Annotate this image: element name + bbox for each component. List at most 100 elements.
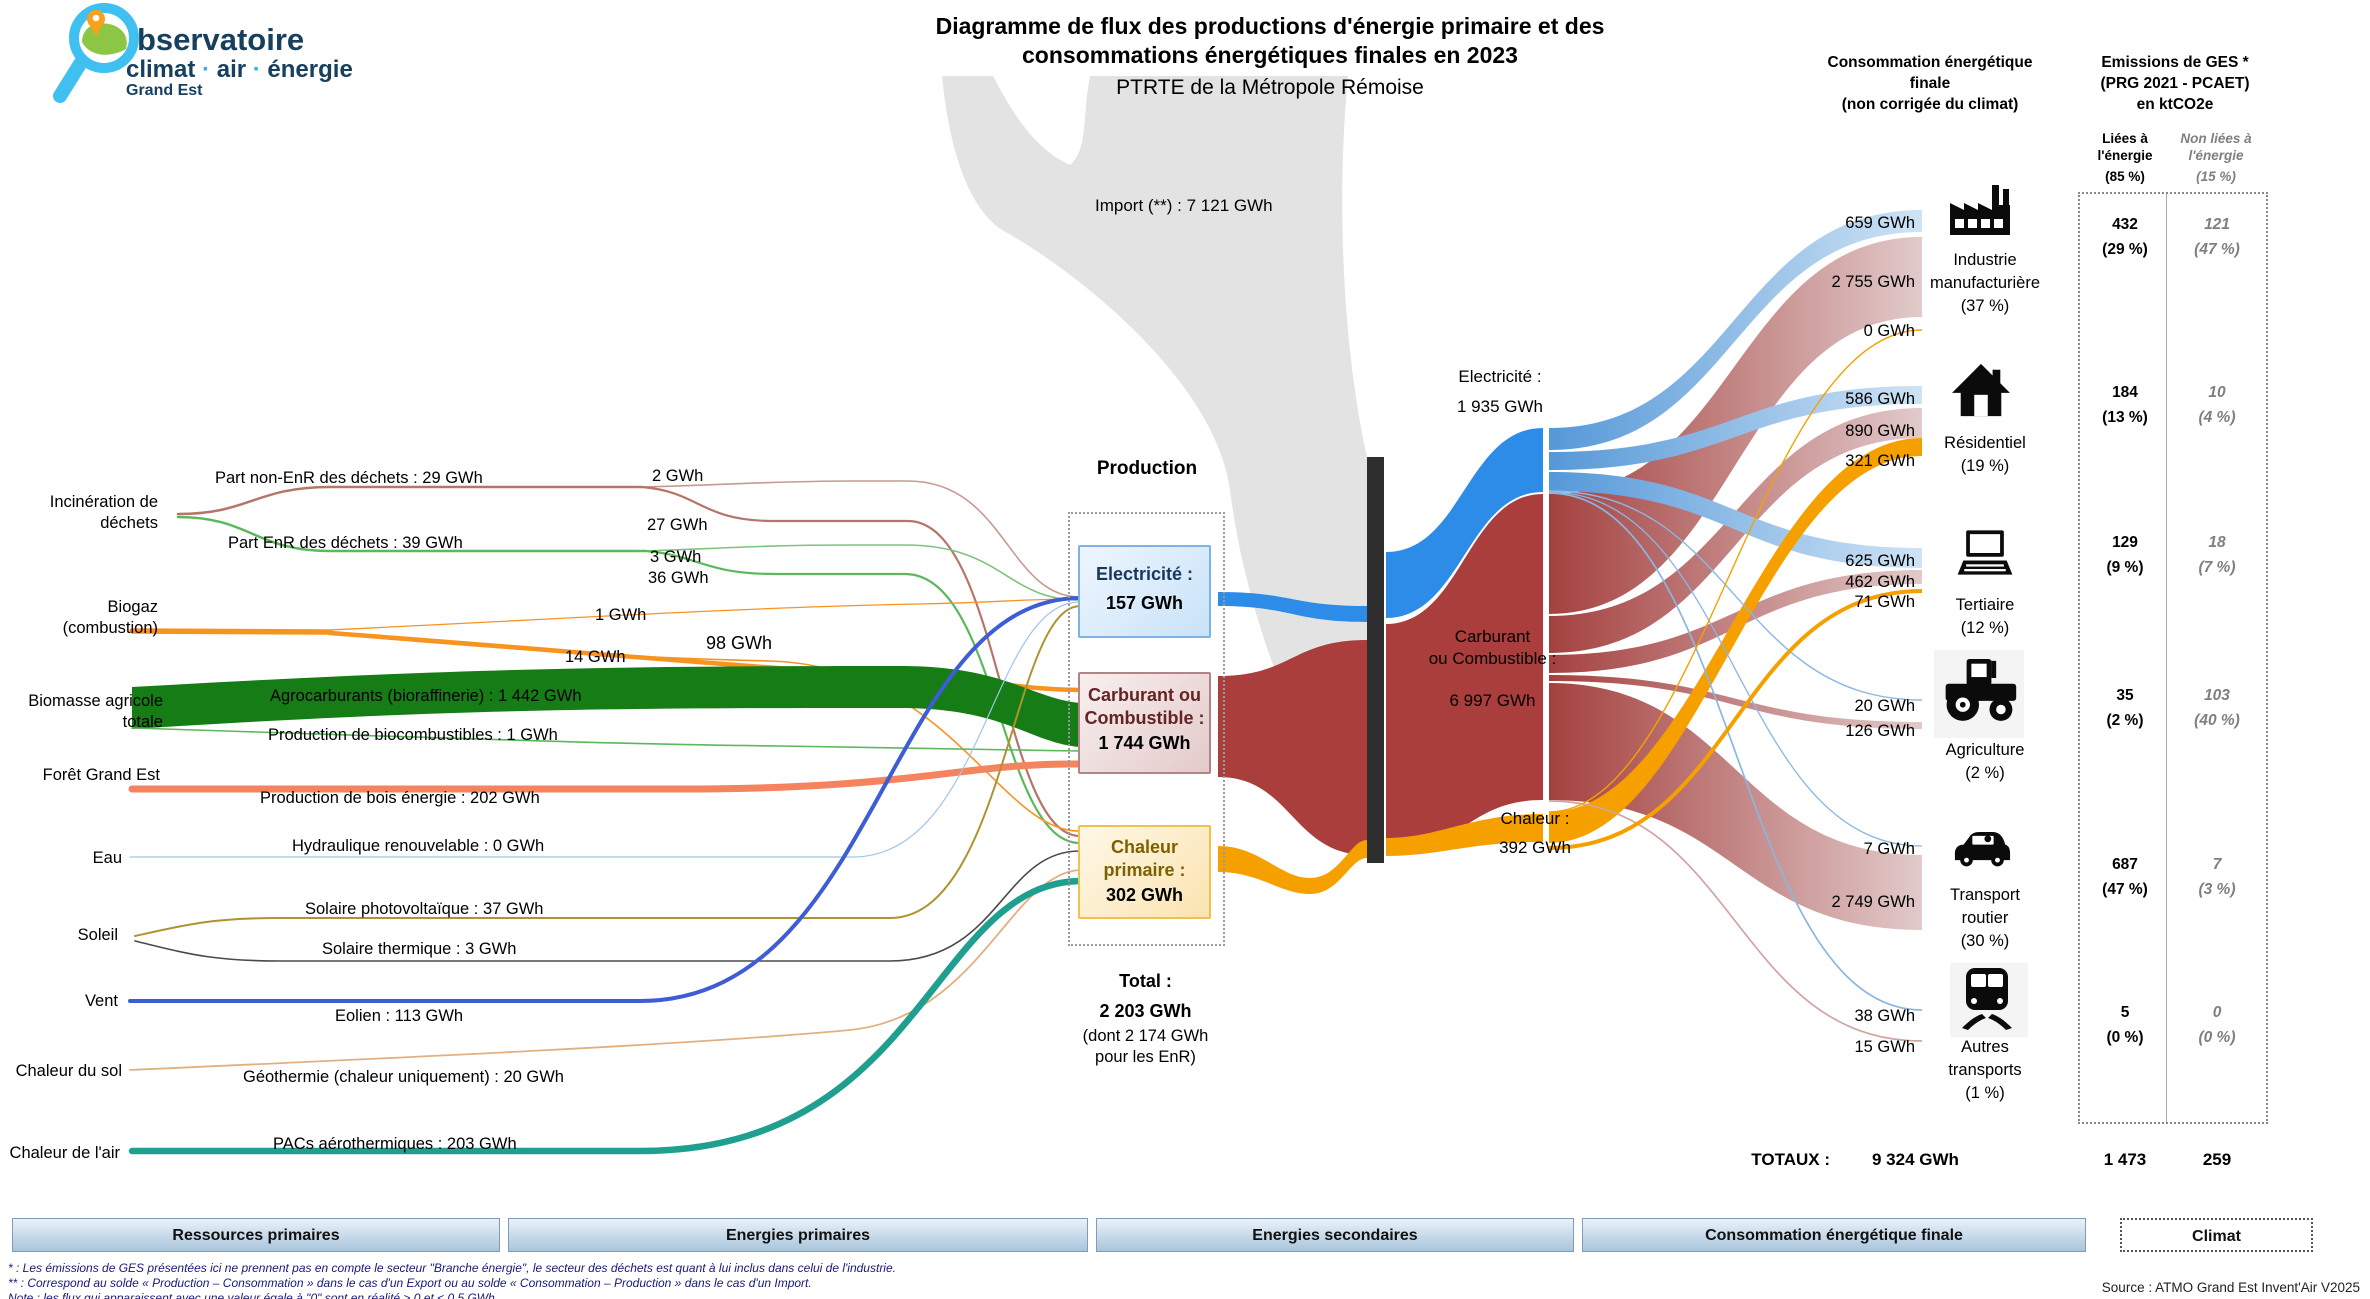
legend-bar-ressources-primaires: Ressources primaires	[12, 1218, 500, 1252]
source-chaleur-sol: Chaleur du sol	[15, 1062, 122, 1080]
emission-autres-liees: 5 (0 %)	[2106, 1004, 2144, 1046]
totaux-label: TOTAUX :	[1751, 1150, 1830, 1169]
flow-import-ribbon	[942, 76, 1367, 835]
emissions-table-divider	[2166, 194, 2167, 1122]
value-residentiel-heat: 321 GWh	[1845, 452, 1915, 470]
source-vent: Vent	[84, 992, 118, 1010]
source-chaleur-air: Chaleur de l'air	[9, 1144, 120, 1162]
production-heat-box: Chaleur primaire : 302 GWh	[1078, 825, 1211, 919]
flows-to-sectors-thin	[1548, 329, 1923, 1042]
value-agriculture-elec: 20 GWh	[1854, 697, 1915, 715]
value-residentiel-elec: 586 GWh	[1845, 390, 1915, 408]
import-label: Import (**) : 7 121 GWh	[1095, 196, 1273, 215]
value-tertiaire-heat: 71 GWh	[1854, 593, 1915, 611]
value-transport-elec: 7 GWh	[1863, 840, 1915, 858]
emission-tertiaire-nonliees: 18 (7 %)	[2198, 534, 2236, 576]
flow-label-bois: Production de bois énergie : 202 GWh	[260, 789, 540, 807]
value-residentiel-fuel: 890 GWh	[1845, 422, 1915, 440]
production-total-note1: (dont 2 174 GWh	[1082, 1027, 1209, 1045]
flow-label-36gwh: 36 GWh	[648, 569, 709, 587]
title-line2: consommations énergétiques finales en 20…	[1022, 42, 1518, 68]
source-incineration: Incinération de déchets	[49, 493, 158, 532]
production-elec-value: 157 GWh	[1105, 593, 1184, 613]
flow-label-98gwh: 98 GWh	[706, 633, 773, 653]
value-tertiaire-elec: 625 GWh	[1845, 552, 1915, 570]
logo-wordmark: bservatoire	[137, 22, 305, 57]
title-line1: Diagramme de flux des productions d'éner…	[935, 13, 1605, 39]
legend-bar-climat: Climat	[2120, 1218, 2313, 1252]
source-soleil: Soleil	[77, 926, 118, 944]
production-heat-label2: primaire :	[1103, 860, 1186, 880]
production-total-block: Total : 2 203 GWh (dont 2 174 GWh pour l…	[1048, 966, 1243, 1068]
flow-label-pv: Solaire photovoltaïque : 37 GWh	[305, 900, 544, 918]
emissions-col1-header: Liées à l'énergie (85 %)	[2097, 131, 2153, 184]
production-fuel-label1: Carburant ou	[1087, 685, 1201, 705]
logo-tagline: climat · air · énergie	[126, 56, 353, 83]
flow-label-eolien: Eolien : 113 GWh	[335, 1007, 464, 1025]
flows-to-sectors	[1549, 210, 1922, 930]
page-subtitle: PTRTE de la Métropole Rémoise	[1116, 76, 1424, 99]
flow-label-thermique: Solaire thermique : 3 GWh	[322, 940, 517, 958]
flow-label-agro: Agrocarburants (bioraffinerie) : 1 442 G…	[270, 687, 582, 705]
emission-transport-liees: 687 (47 %)	[2102, 856, 2148, 898]
legend-bar-energies-secondaires: Energies secondaires	[1096, 1218, 1574, 1252]
flow-label-3gwh: 3 GWh	[650, 548, 702, 566]
value-tertiaire-fuel: 462 GWh	[1845, 573, 1915, 591]
production-fuel-label2: Combustible :	[1084, 708, 1205, 728]
footnote-ges: * : Les émissions de GES présentées ici …	[8, 1261, 896, 1275]
emission-industrie-liees: 432 (29 %)	[2102, 216, 2148, 258]
production-total-note2: pour les EnR)	[1095, 1048, 1196, 1066]
car-icon	[1952, 828, 2012, 874]
value-autres-elec: 38 GWh	[1854, 1007, 1915, 1025]
flow-label-hydro: Hydraulique renouvelable : 0 GWh	[292, 837, 545, 855]
flow-label-2gwh: 2 GWh	[652, 467, 704, 485]
flow-label-1gwh: 1 GWh	[595, 606, 647, 624]
production-fuel-value: 1 744 GWh	[1098, 733, 1191, 753]
node-bar	[1367, 457, 1384, 863]
sector-autres: Autres transports (1 %)	[1948, 1038, 2022, 1102]
secondary-heat-label: Chaleur : 392 GWh	[1499, 809, 1571, 857]
factory-icon	[1948, 183, 2012, 242]
flow-label-biocomb: Production de biocombustibles : 1 GWh	[268, 726, 558, 744]
tractor-icon	[1938, 655, 2020, 727]
emission-transport-nonliees: 7 (3 %)	[2198, 856, 2236, 898]
production-electricity-box: Electricité : 157 GWh	[1078, 545, 1211, 638]
totaux-emissions-liees: 1 473	[2103, 1150, 2147, 1169]
flow-label-pacs: PACs aérothermiques : 203 GWh	[273, 1135, 517, 1153]
flow-label-non-enr: Part non-EnR des déchets : 29 GWh	[215, 469, 483, 487]
footnote-zero: Note : les flux qui apparaissent avec un…	[8, 1291, 499, 1299]
totaux-value: 9 324 GWh	[1872, 1150, 1959, 1169]
secondary-fuel-label: Carburant ou Combustible : 6 997 GWh	[1428, 627, 1557, 710]
source-biogaz: Biogaz (combustion)	[62, 598, 158, 637]
page-title: Diagramme de flux des productions d'éner…	[700, 12, 1840, 70]
flow-label-enr: Part EnR des déchets : 39 GWh	[228, 534, 463, 552]
source-eau: Eau	[92, 849, 122, 867]
value-industrie-fuel: 2 755 GWh	[1831, 273, 1915, 291]
flows-secondary	[1386, 428, 1543, 856]
legend-bar-energies-primaires: Energies primaires	[508, 1218, 1088, 1252]
production-heat-value: 302 GWh	[1105, 885, 1184, 905]
laptop-icon	[1952, 528, 2018, 583]
house-icon	[1950, 362, 2012, 423]
value-industrie-heat: 0 GWh	[1863, 322, 1915, 340]
source-biomasse: Biomasse agricole totale	[28, 692, 163, 731]
consumption-header: Consommation énergétique finale (non cor…	[1827, 54, 2033, 113]
emission-industrie-nonliees: 121 (47 %)	[2194, 216, 2240, 258]
flow-label-27gwh: 27 GWh	[647, 516, 708, 534]
emission-residentiel-liees: 184 (13 %)	[2102, 384, 2148, 426]
flows-production-to-node	[1218, 592, 1367, 894]
flow-label-14gwh: 14 GWh	[565, 648, 626, 666]
sector-agriculture: Agriculture (2 %)	[1945, 741, 2025, 782]
flows-primary-left-2	[128, 596, 1084, 1155]
flow-label-geothermie: Géothermie (chaleur uniquement) : 20 GWh	[243, 1068, 564, 1086]
sector-residentiel: Résidentiel (19 %)	[1944, 434, 2026, 475]
production-fuel-box: Carburant ou Combustible : 1 744 GWh	[1078, 672, 1211, 774]
production-container	[1068, 512, 1225, 946]
sector-industrie: Industrie manufacturière (37 %)	[1929, 251, 2041, 315]
sector-transport: Transport routier (30 %)	[1950, 886, 2020, 950]
emission-residentiel-nonliees: 10 (4 %)	[2198, 384, 2236, 426]
footnote-import: ** : Correspond au solde « Production – …	[8, 1276, 812, 1290]
source-credit: Source : ATMO Grand Est Invent'Air V2025	[2101, 1280, 2360, 1295]
value-transport-fuel: 2 749 GWh	[1831, 893, 1915, 911]
